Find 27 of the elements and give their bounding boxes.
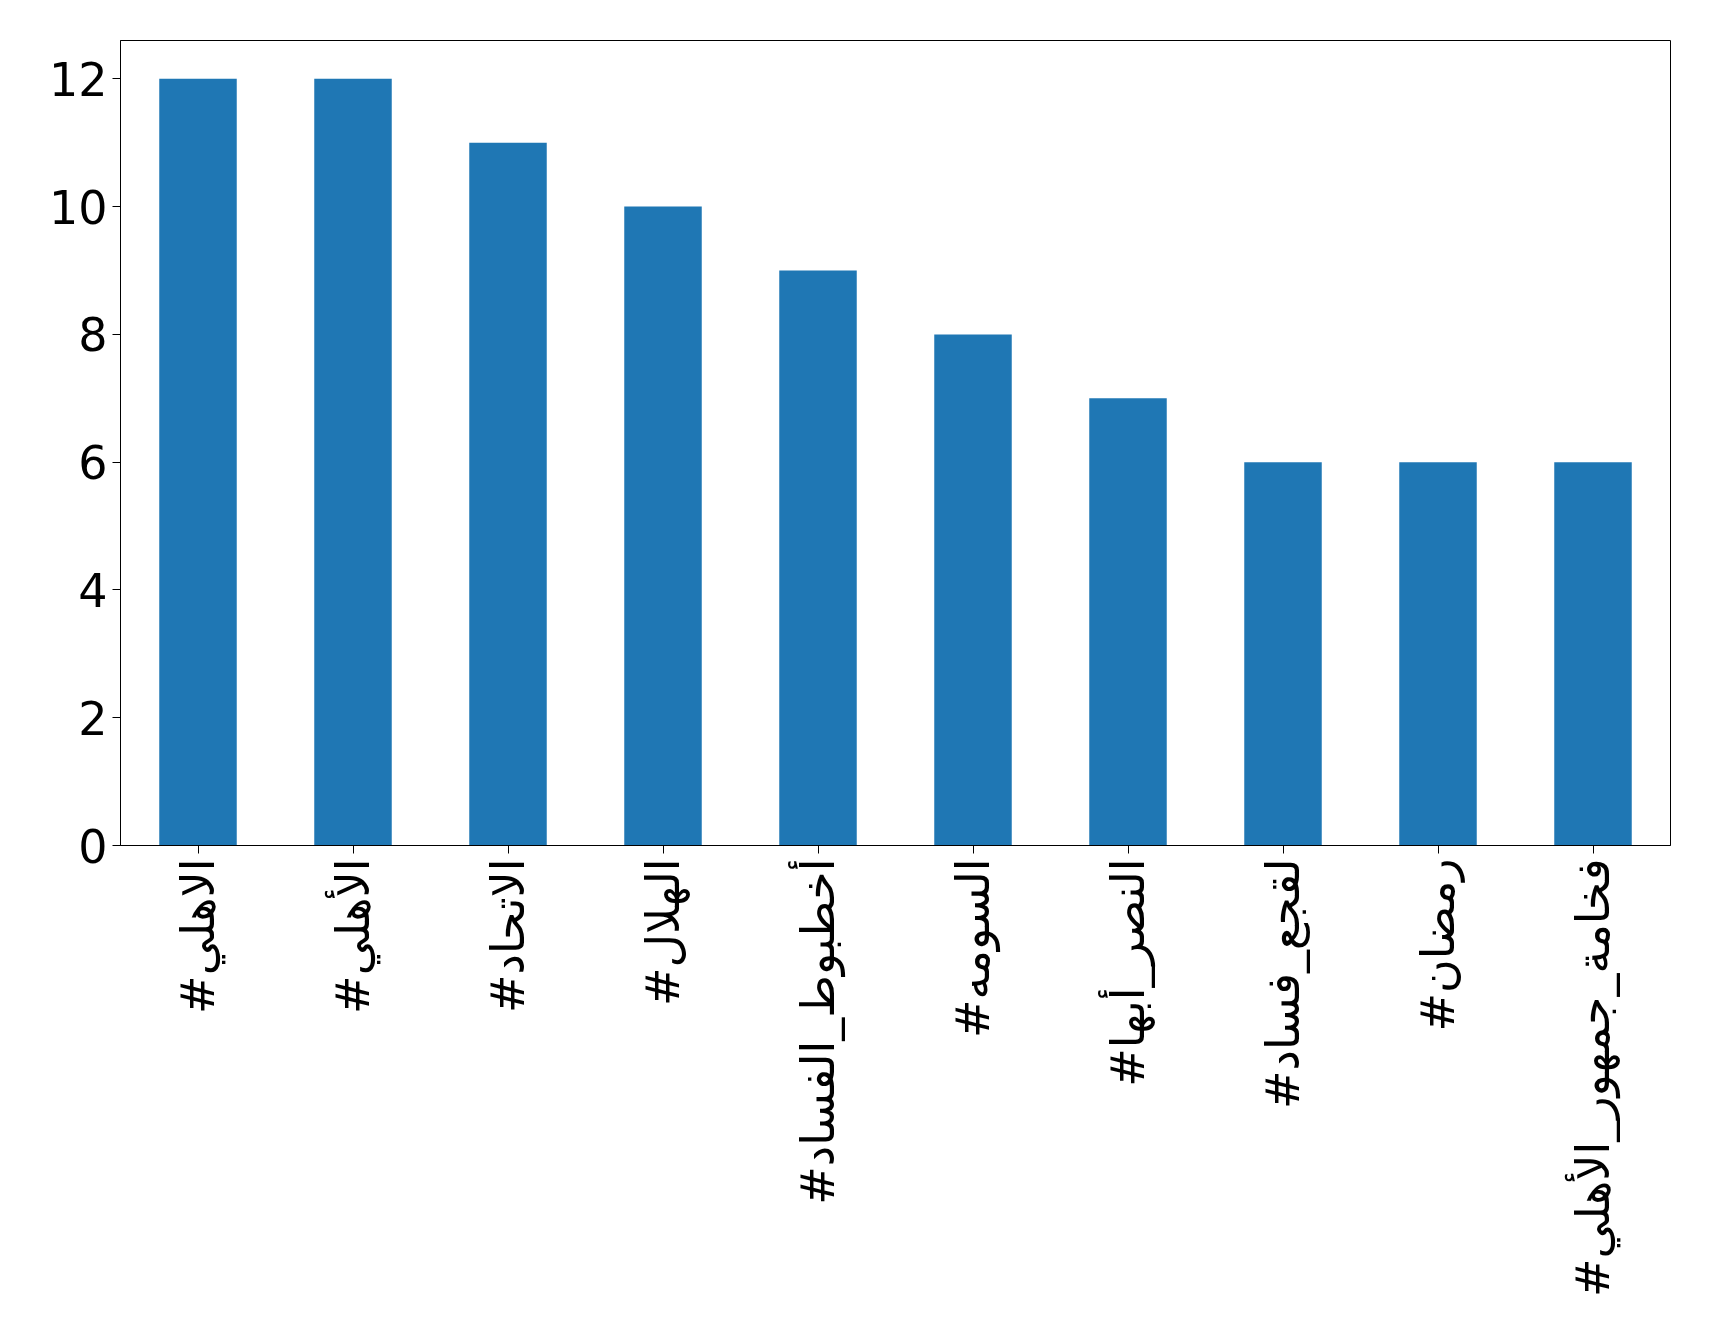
bar xyxy=(159,78,237,846)
y-tick-label: 4 xyxy=(78,563,108,618)
y-tick-label: 10 xyxy=(48,180,108,235)
bar xyxy=(1399,462,1477,846)
x-tick-label: #الهلال xyxy=(636,858,690,1006)
x-tick-label: #السومه xyxy=(946,858,1001,1038)
x-tick-label: #رمضان xyxy=(1411,858,1465,1032)
x-tick-label: #أخطبوط_الفساد xyxy=(788,858,846,1205)
bar xyxy=(469,142,547,846)
bar xyxy=(314,78,392,846)
y-tick-label: 6 xyxy=(78,436,108,491)
y-tick-label: 8 xyxy=(78,308,108,363)
bar xyxy=(934,334,1012,846)
bar xyxy=(1089,398,1167,846)
y-tick-label: 12 xyxy=(48,52,108,107)
x-tick-label: #لقجع_فساد xyxy=(1256,858,1310,1110)
y-tick-label: 0 xyxy=(78,819,108,874)
bar xyxy=(624,206,702,846)
x-tick-label: #فخامة_جمهور_الأهلي xyxy=(1564,858,1621,1298)
x-tick-label: #الاتحاد xyxy=(481,858,535,1014)
bar xyxy=(1554,462,1632,846)
x-tick-label: #الأهلي xyxy=(324,858,381,1014)
bar xyxy=(779,270,857,846)
bar xyxy=(1244,462,1322,846)
y-tick-label: 2 xyxy=(78,691,108,746)
x-tick-label: #النصر_أبها xyxy=(1098,858,1156,1087)
x-tick-label: #الاهلي xyxy=(171,858,226,1014)
